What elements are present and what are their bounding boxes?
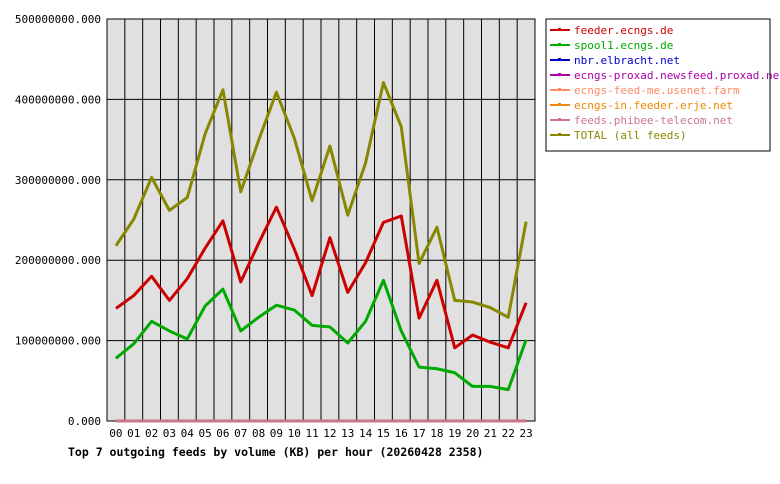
x-tick-label: 21	[484, 427, 497, 440]
legend-entry: feeder.ecngs.de	[574, 24, 673, 37]
legend-marker	[558, 133, 561, 136]
y-tick-label: 0.000	[68, 415, 101, 428]
x-tick-label: 07	[234, 427, 247, 440]
legend-marker	[558, 58, 561, 61]
x-tick-label: 00	[109, 427, 122, 440]
legend-box	[545, 18, 771, 152]
x-tick-label: 18	[430, 427, 443, 440]
x-tick-label: 06	[216, 427, 229, 440]
y-tick-label: 300000000.000	[15, 174, 101, 187]
y-tick-label: 100000000.000	[15, 335, 101, 348]
x-tick-label: 01	[127, 427, 140, 440]
legend-marker	[558, 28, 561, 31]
legend: feeder.ecngs.de spool1.ecngs.de nbr.elbrac…	[545, 18, 780, 152]
x-tick-label: 03	[163, 427, 176, 440]
series-line-feeder-ecngs-de	[115, 205, 528, 350]
legend-marker	[558, 43, 561, 46]
x-tick-label: 16	[395, 427, 408, 440]
y-axis: 0.000 100000000.000 200000000.000 300000000…	[15, 13, 101, 428]
x-tick-label: 02	[145, 427, 158, 440]
x-tick-label: 12	[323, 427, 336, 440]
series-line-total-all-feeds	[114, 81, 528, 319]
series-lines	[114, 81, 528, 423]
x-tick-label: 11	[305, 427, 318, 440]
legend-entry: ecngs-proxad.newsfeed.proxad.net	[574, 69, 780, 82]
x-tick-label: 08	[252, 427, 265, 440]
y-tick-label: 400000000.000	[15, 93, 101, 106]
x-tick-label: 04	[181, 427, 195, 440]
y-tick-label: 200000000.000	[15, 254, 101, 267]
x-tick-label: 13	[341, 427, 354, 440]
x-tick-label: 22	[502, 427, 515, 440]
y-tick-label: 500000000.000	[15, 13, 101, 26]
chart-title: Top 7 outgoing feeds by volume (KB) per …	[68, 445, 483, 459]
x-axis: 00 01 02 03 04 05 06 07 08 09 10 11 12 13 14 15 16 17 18 19…	[109, 427, 532, 440]
x-tick-label: 17	[412, 427, 425, 440]
legend-entry: nbr.elbracht.net	[574, 54, 680, 67]
grid	[106, 18, 536, 422]
x-tick-label: 05	[198, 427, 211, 440]
legend-entry: ecngs-in.feeder.erje.net	[574, 99, 733, 112]
legend-entry: feeds.phibee-telecom.net	[574, 114, 733, 127]
x-tick-label: 10	[288, 427, 301, 440]
x-tick-label: 15	[377, 427, 390, 440]
legend-entry: spool1.ecngs.de	[574, 39, 673, 52]
legend-marker	[558, 73, 561, 76]
legend-entry: ecngs-feed-me.usenet.farm	[574, 84, 740, 97]
legend-marker	[558, 103, 561, 106]
x-tick-label: 09	[270, 427, 283, 440]
legend-entry: TOTAL (all feeds)	[574, 129, 687, 142]
legend-marker	[558, 118, 561, 121]
x-tick-label: 23	[519, 427, 532, 440]
x-tick-label: 20	[466, 427, 479, 440]
series-line-spool1-ecngs-de	[114, 278, 528, 392]
x-tick-label: 14	[359, 427, 373, 440]
legend-marker	[558, 88, 561, 91]
x-tick-label: 19	[448, 427, 461, 440]
